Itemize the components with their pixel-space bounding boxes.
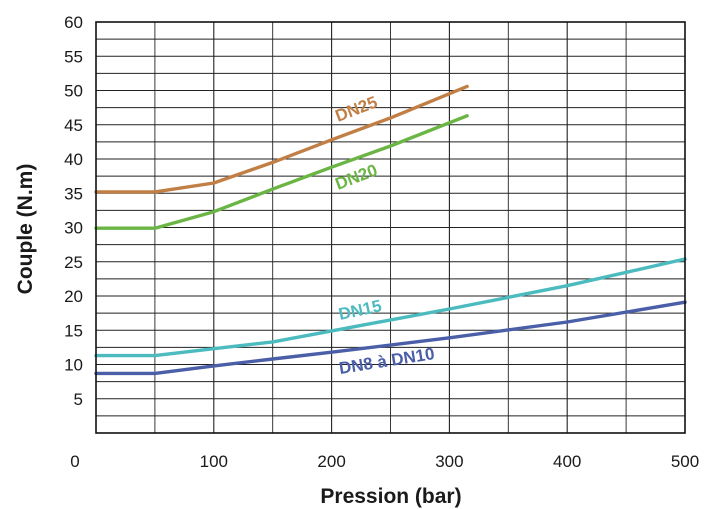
y-tick-label: 50 [64,82,83,101]
x-tick-label: 100 [200,452,228,471]
x-axis-title: Pression (bar) [320,485,461,508]
y-tick-label: 35 [64,184,83,203]
y-tick-label: 55 [64,47,83,66]
x-tick-label: 400 [553,452,581,471]
x-tick-label: 300 [435,452,463,471]
x-tick-label: 200 [317,452,345,471]
y-axis-title: Couple (N.m) [14,164,37,295]
x-tick-label: 500 [671,452,699,471]
series-label: DN25 [333,92,380,125]
y-tick-label: 20 [64,287,83,306]
y-tick-label: 45 [64,116,83,135]
series-line [94,84,469,194]
y-tick-label: 5 [74,390,83,409]
series-lines [94,84,687,376]
y-tick-label: 60 [64,13,83,32]
plot-frame [95,21,686,434]
series-line [94,114,469,230]
series-line [94,257,687,358]
grid [96,22,685,433]
y-tick-label: 10 [64,356,83,375]
x-tick-label: 0 [70,452,79,471]
y-tick-label: 30 [64,219,83,238]
x-tick-labels: 0 100 200 300 400 500 [70,452,699,471]
y-tick-label: 40 [64,150,83,169]
series-line [94,300,687,376]
y-tick-label: 25 [64,253,83,272]
y-tick-label: 15 [64,321,83,340]
series-label: DN15 [337,296,383,324]
y-tick-labels: 5 10 15 20 25 30 35 40 45 50 55 60 [64,13,83,409]
